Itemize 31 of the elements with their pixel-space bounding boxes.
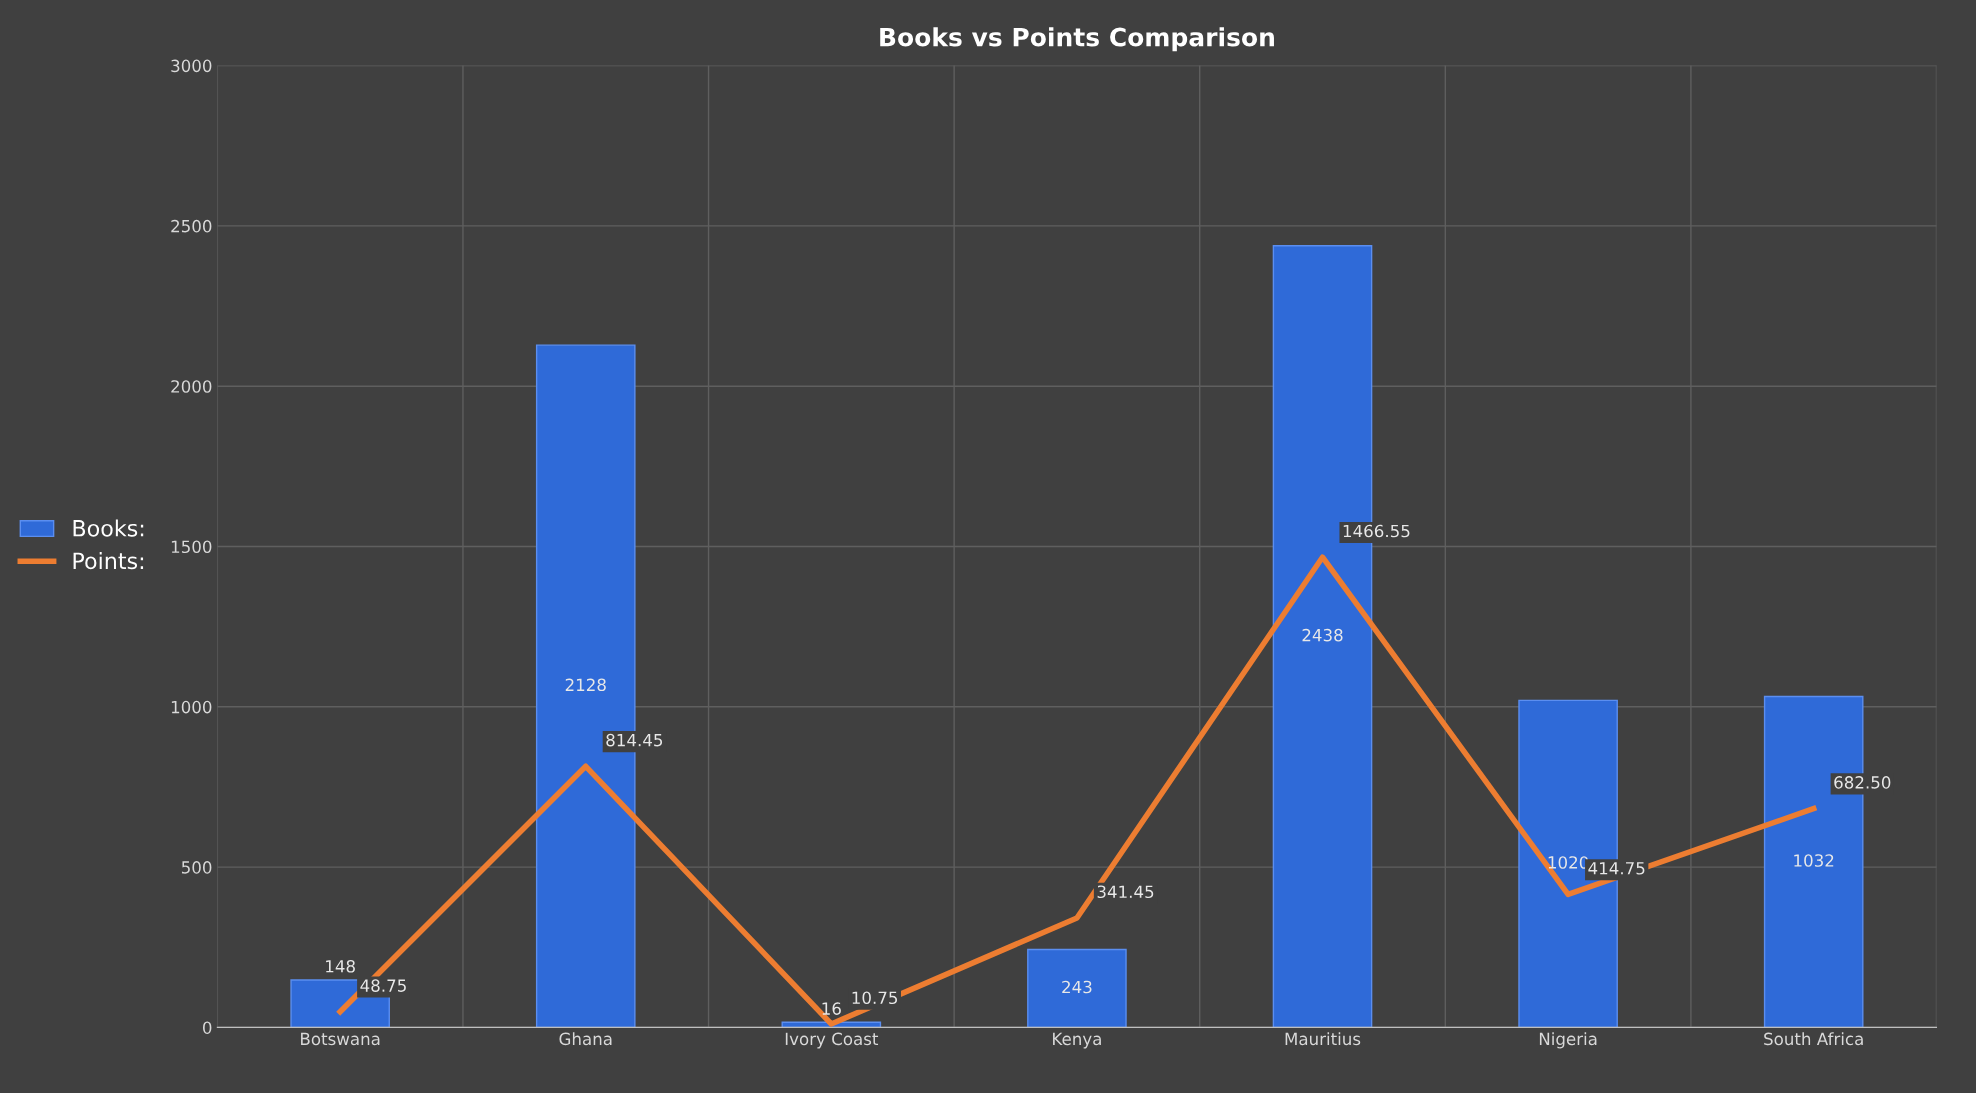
y-tick-label: 1000: [171, 700, 212, 714]
legend-label: Books:: [73, 519, 144, 537]
data-label: 10.75: [852, 991, 898, 1005]
x-tick-label: Mauritius: [1285, 1032, 1361, 1046]
legend-label: Points:: [73, 552, 144, 570]
data-label: 1466.55: [1343, 524, 1410, 538]
data-label: 48.75: [360, 979, 406, 992]
y-tick-label: 2000: [171, 380, 212, 393]
chart-title: Books vs Points Comparison: [880, 27, 1274, 52]
data-label: 814.45: [606, 733, 663, 747]
x-tick-label: Ghana: [559, 1032, 612, 1046]
data-label: 1032: [1794, 854, 1834, 867]
x-tick-label: South Africa: [1764, 1032, 1863, 1046]
x-tick-label: Ivory Coast: [785, 1032, 879, 1049]
x-tick-label: Kenya: [1053, 1032, 1101, 1049]
y-tick-label: 500: [181, 861, 212, 874]
data-label: 414.75: [1588, 862, 1645, 875]
x-tick-label: Botswana: [301, 1032, 380, 1046]
data-label: 148: [326, 959, 355, 973]
y-tick-label: 0: [202, 1021, 212, 1034]
bar: [1027, 948, 1127, 1028]
data-label: 2128: [565, 678, 606, 692]
x-tick-label: Nigeria: [1539, 1032, 1597, 1049]
data-label: 2438: [1302, 628, 1343, 642]
y-tick-label: 2500: [171, 219, 212, 233]
y-tick-label: 3000: [171, 59, 212, 73]
data-label: 341.45: [1097, 885, 1154, 899]
y-tick-label: 1500: [171, 540, 212, 554]
data-label: 243: [1062, 980, 1092, 994]
data-label: 16: [822, 1002, 841, 1015]
data-label: 682.50: [1834, 776, 1891, 789]
